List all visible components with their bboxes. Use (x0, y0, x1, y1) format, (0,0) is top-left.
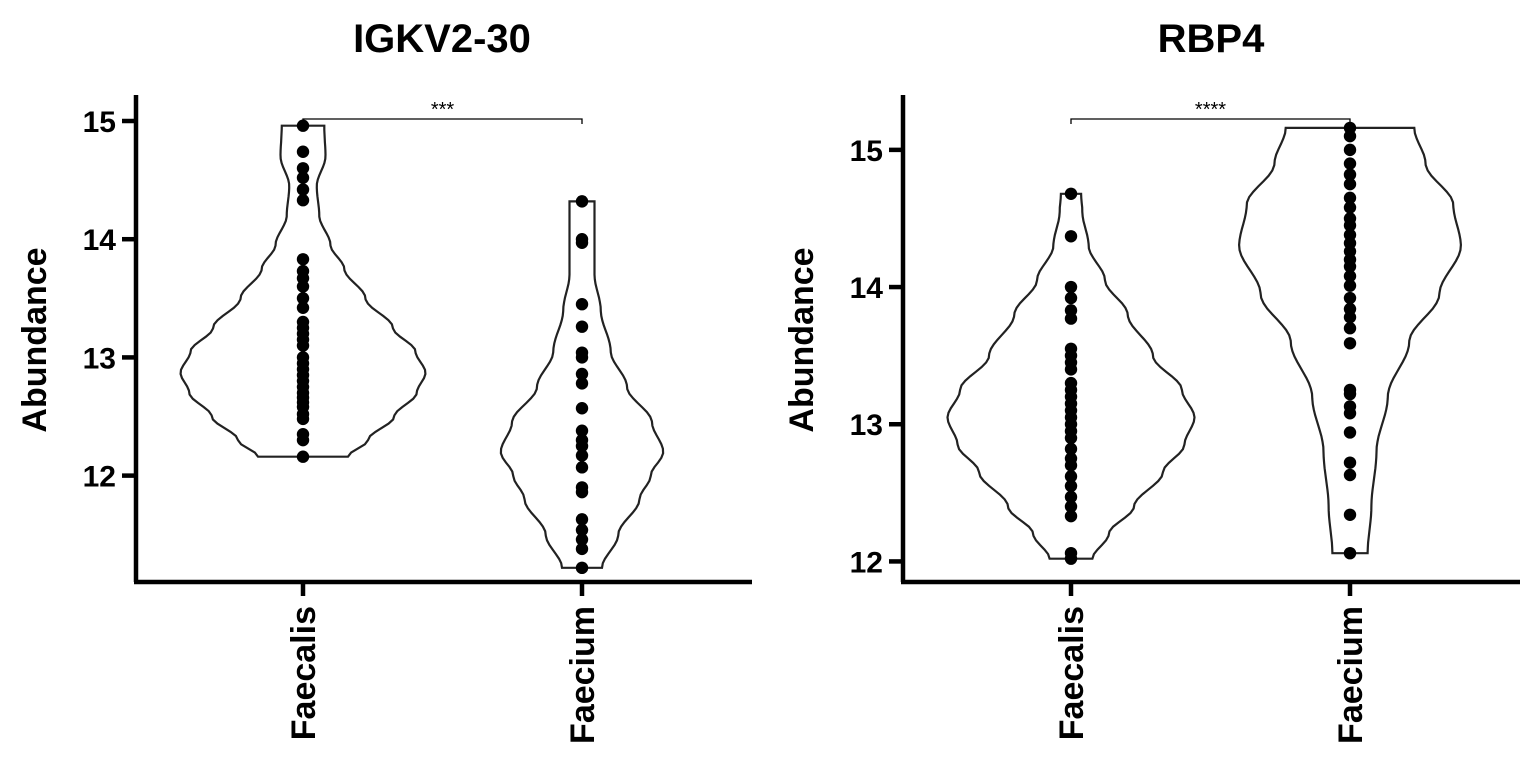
data-point (296, 119, 310, 132)
y-tick-label: 15 (850, 135, 883, 168)
chart-title: IGKV2-30 (353, 17, 531, 61)
significance-label: **** (1195, 99, 1226, 121)
x-tick-label: Faecalis (285, 606, 323, 740)
significance-label: *** (431, 99, 455, 121)
plot-area: 12 13 14 15 Faecalis Faecium *** (83, 95, 752, 744)
y-tick-label: 14 (850, 272, 884, 305)
data-point (1343, 383, 1357, 397)
data-point (1064, 500, 1078, 513)
data-point (1343, 291, 1357, 305)
y-tick-label: 13 (850, 409, 883, 442)
data-point (575, 461, 589, 474)
significance-bracket (1070, 118, 1351, 124)
data-point (1064, 342, 1078, 355)
data-point (575, 523, 589, 537)
data-point (1343, 426, 1357, 439)
data-point (1064, 442, 1078, 456)
data-point (296, 145, 310, 158)
data-point (575, 449, 589, 462)
data-point (575, 298, 589, 311)
data-point (1343, 177, 1357, 191)
data-point (1343, 546, 1357, 560)
x-tick-label: Faecalis (1053, 606, 1091, 740)
y-tick-label: 14 (83, 224, 117, 257)
data-point (1064, 509, 1078, 523)
data-point (296, 264, 310, 278)
data-point (1343, 456, 1357, 469)
data-point (1343, 400, 1357, 413)
y-axis-label: Abundance (783, 247, 821, 432)
y-axis-label: Abundance (16, 247, 54, 432)
data-point (1064, 452, 1078, 465)
data-point (1064, 230, 1078, 243)
y-tick-label: 12 (83, 461, 116, 494)
data-point (296, 292, 310, 305)
significance-bracket (302, 118, 583, 124)
data-point (296, 351, 310, 364)
data-point (575, 402, 589, 415)
data-point (1343, 143, 1357, 157)
data-point (575, 481, 589, 494)
data-point (1343, 157, 1357, 170)
data-point (1064, 490, 1078, 504)
data-point (575, 377, 589, 390)
data-point (296, 194, 310, 207)
data-point (296, 301, 310, 314)
y-tick-label: 15 (83, 106, 116, 139)
data-point (1343, 337, 1357, 350)
data-point (1343, 212, 1357, 225)
y-tick-label: 12 (850, 546, 883, 579)
data-point (1064, 546, 1078, 560)
data-point (1343, 228, 1357, 242)
data-point (1343, 121, 1357, 135)
data-point (575, 533, 589, 546)
data-point (1343, 191, 1357, 205)
y-tick-label: 13 (83, 342, 116, 375)
data-point (296, 428, 310, 441)
chart-title: RBP4 (1158, 17, 1265, 61)
data-point (1343, 322, 1357, 335)
data-point (296, 183, 310, 196)
data-point (575, 346, 589, 359)
data-point (1064, 376, 1078, 390)
data-point (575, 513, 589, 526)
data-point (296, 450, 310, 463)
data-point (1064, 470, 1078, 483)
data-point (1343, 508, 1357, 521)
x-tick-label: Faecium (1332, 606, 1370, 744)
data-point (1343, 269, 1357, 283)
data-point (296, 162, 310, 175)
data-point (575, 433, 589, 447)
chart-panel-igkv2-30: IGKV2-30 Abundance 12 13 14 15 Faecalis Faeci… (16, 17, 752, 744)
x-tick-label: Faecium (564, 606, 602, 744)
data-point (1343, 168, 1357, 181)
data-point (1343, 468, 1357, 482)
data-point (575, 542, 589, 556)
data-point (296, 253, 310, 266)
data-point (575, 233, 589, 246)
data-point (575, 424, 589, 437)
data-point (1343, 201, 1357, 214)
data-point (1064, 187, 1078, 200)
chart-panel-rbp4: RBP4 Abundance 12 13 14 15 Faecalis Faecium **… (783, 17, 1520, 744)
data-point (1064, 304, 1078, 317)
plot-area: 12 13 14 15 Faecalis Faecium **** (850, 95, 1520, 744)
data-point (575, 561, 589, 575)
data-point (575, 320, 589, 333)
data-point (1064, 479, 1078, 493)
data-point (1343, 302, 1357, 316)
violin-faecalis (946, 192, 1196, 560)
data-point (296, 315, 310, 329)
data-point (296, 171, 310, 184)
data-point (575, 367, 589, 381)
data-point (1064, 280, 1078, 294)
data-point (575, 195, 589, 208)
data-point (1343, 279, 1357, 292)
data-point (1064, 291, 1078, 305)
